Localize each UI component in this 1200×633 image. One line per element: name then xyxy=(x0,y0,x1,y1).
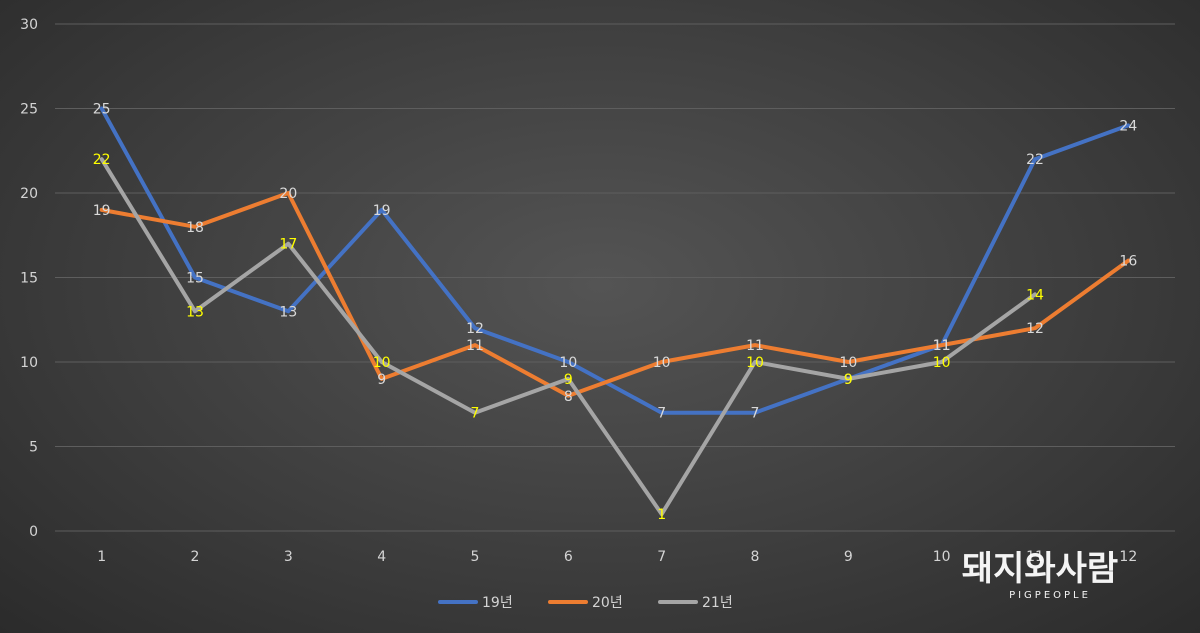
y-tick-label: 15 xyxy=(20,271,38,287)
legend-label: 19년 xyxy=(482,595,513,611)
data-label: 19 xyxy=(93,203,111,219)
x-tick-label: 6 xyxy=(564,549,573,565)
data-label: 11 xyxy=(933,338,951,354)
x-tick-label: 5 xyxy=(471,549,480,565)
y-tick-label: 0 xyxy=(29,524,38,540)
data-label: 15 xyxy=(186,271,204,287)
data-label: 10 xyxy=(839,355,857,371)
y-tick-label: 5 xyxy=(29,440,38,456)
data-label: 22 xyxy=(93,152,111,168)
y-axis-ticks: 0 5 10 15 20 25 30 xyxy=(20,17,38,540)
data-label: 22 xyxy=(1026,152,1044,168)
x-tick-label: 10 xyxy=(933,549,951,565)
x-tick-label: 2 xyxy=(191,549,200,565)
data-label: 1 xyxy=(657,507,666,523)
data-label: 17 xyxy=(279,237,297,253)
watermark-logo: 돼지와사람 PIGPEOPLE xyxy=(962,549,1118,601)
data-label: 9 xyxy=(844,372,853,388)
x-axis-ticks: 1 2 3 4 5 6 7 8 9 10 11 12 xyxy=(97,549,1137,565)
data-label: 7 xyxy=(751,406,760,422)
data-label: 9 xyxy=(844,372,853,388)
series-line-2 xyxy=(99,191,1131,398)
data-label: 11 xyxy=(933,338,951,354)
legend-label: 20년 xyxy=(592,595,623,611)
gridlines xyxy=(55,23,1175,532)
x-tick-label: 4 xyxy=(377,549,386,565)
data-label: 10 xyxy=(653,355,671,371)
data-label: 8 xyxy=(564,389,573,405)
data-label: 16 xyxy=(1119,254,1137,270)
data-label: 14 xyxy=(1026,287,1044,303)
y-tick-label: 10 xyxy=(20,355,38,371)
x-tick-label: 12 xyxy=(1119,549,1137,565)
series-line-3 xyxy=(99,157,1037,517)
data-label: 20 xyxy=(279,186,297,202)
data-label: 19 xyxy=(373,203,391,219)
y-tick-label: 30 xyxy=(20,17,38,33)
legend: 19년 20년 21년 xyxy=(438,595,733,611)
data-label: 7 xyxy=(471,406,480,422)
x-tick-label: 1 xyxy=(97,549,106,565)
data-label: 9 xyxy=(564,372,573,388)
watermark-sub-text: PIGPEOPLE xyxy=(1009,590,1091,601)
data-label: 25 xyxy=(93,102,111,118)
legend-label: 21년 xyxy=(702,595,733,611)
data-label: 10 xyxy=(746,355,764,371)
series-line-1 xyxy=(99,106,1131,415)
data-label: 9 xyxy=(377,372,386,388)
y-tick-label: 25 xyxy=(20,102,38,118)
data-label: 11 xyxy=(746,338,764,354)
data-label: 10 xyxy=(373,355,391,371)
data-label: 10 xyxy=(933,355,951,371)
x-tick-label: 7 xyxy=(657,549,666,565)
data-label: 13 xyxy=(279,304,297,320)
data-label: 18 xyxy=(186,220,204,236)
series-lines xyxy=(99,106,1131,517)
x-tick-label: 11 xyxy=(1026,549,1044,565)
data-label: 13 xyxy=(186,304,204,320)
data-label: 11 xyxy=(466,338,484,354)
x-tick-label: 8 xyxy=(751,549,760,565)
watermark-main-text: 돼지와사람 xyxy=(962,549,1118,589)
data-label: 12 xyxy=(466,321,484,337)
x-tick-label: 3 xyxy=(284,549,293,565)
data-label: 7 xyxy=(657,406,666,422)
data-label: 12 xyxy=(1026,321,1044,337)
data-label: 24 xyxy=(1119,118,1137,134)
y-tick-label: 20 xyxy=(20,186,38,202)
data-label: 10 xyxy=(559,355,577,371)
x-tick-label: 9 xyxy=(844,549,853,565)
